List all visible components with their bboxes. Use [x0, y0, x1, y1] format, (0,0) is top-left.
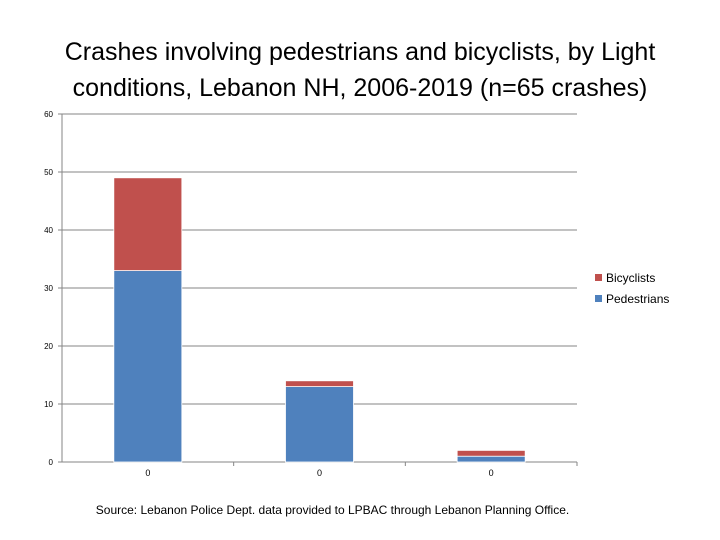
x-tick-label: 0: [489, 468, 494, 478]
chart-title: Crashes involving pedestrians and bicycl…: [20, 34, 700, 106]
legend-swatch-bicyclists: [595, 274, 602, 281]
bar-bicyclists: [456, 449, 526, 457]
y-tick-label: 20: [44, 342, 53, 351]
chart-title-line-2: conditions, Lebanon NH, 2006-2019 (n=65 …: [72, 74, 648, 102]
x-tick-label: 0: [317, 468, 322, 478]
bar-bicyclists: [285, 380, 354, 387]
y-tick-label: 10: [44, 400, 53, 409]
bar-pedestrians: [285, 386, 354, 463]
y-tick-label: 40: [44, 226, 53, 235]
chart-title-line-1: Crashes involving pedestrians and bicycl…: [64, 38, 656, 66]
y-tick-label: 30: [44, 284, 53, 293]
legend-swatch-pedestrians: [595, 295, 602, 302]
y-tick-label: 60: [44, 110, 53, 119]
y-tick-label: 0: [49, 458, 54, 467]
bar-bicyclists: [113, 177, 183, 272]
legend-label-bicyclists: Bicyclists: [606, 271, 655, 285]
source-note: Source: Lebanon Police Dept. data provid…: [95, 503, 570, 517]
bar-pedestrians: [456, 455, 526, 463]
legend-label-pedestrians: Pedestrians: [606, 292, 669, 306]
x-tick-label: 0: [145, 468, 150, 478]
bar-pedestrians: [113, 270, 183, 463]
y-tick-label: 50: [44, 168, 53, 177]
